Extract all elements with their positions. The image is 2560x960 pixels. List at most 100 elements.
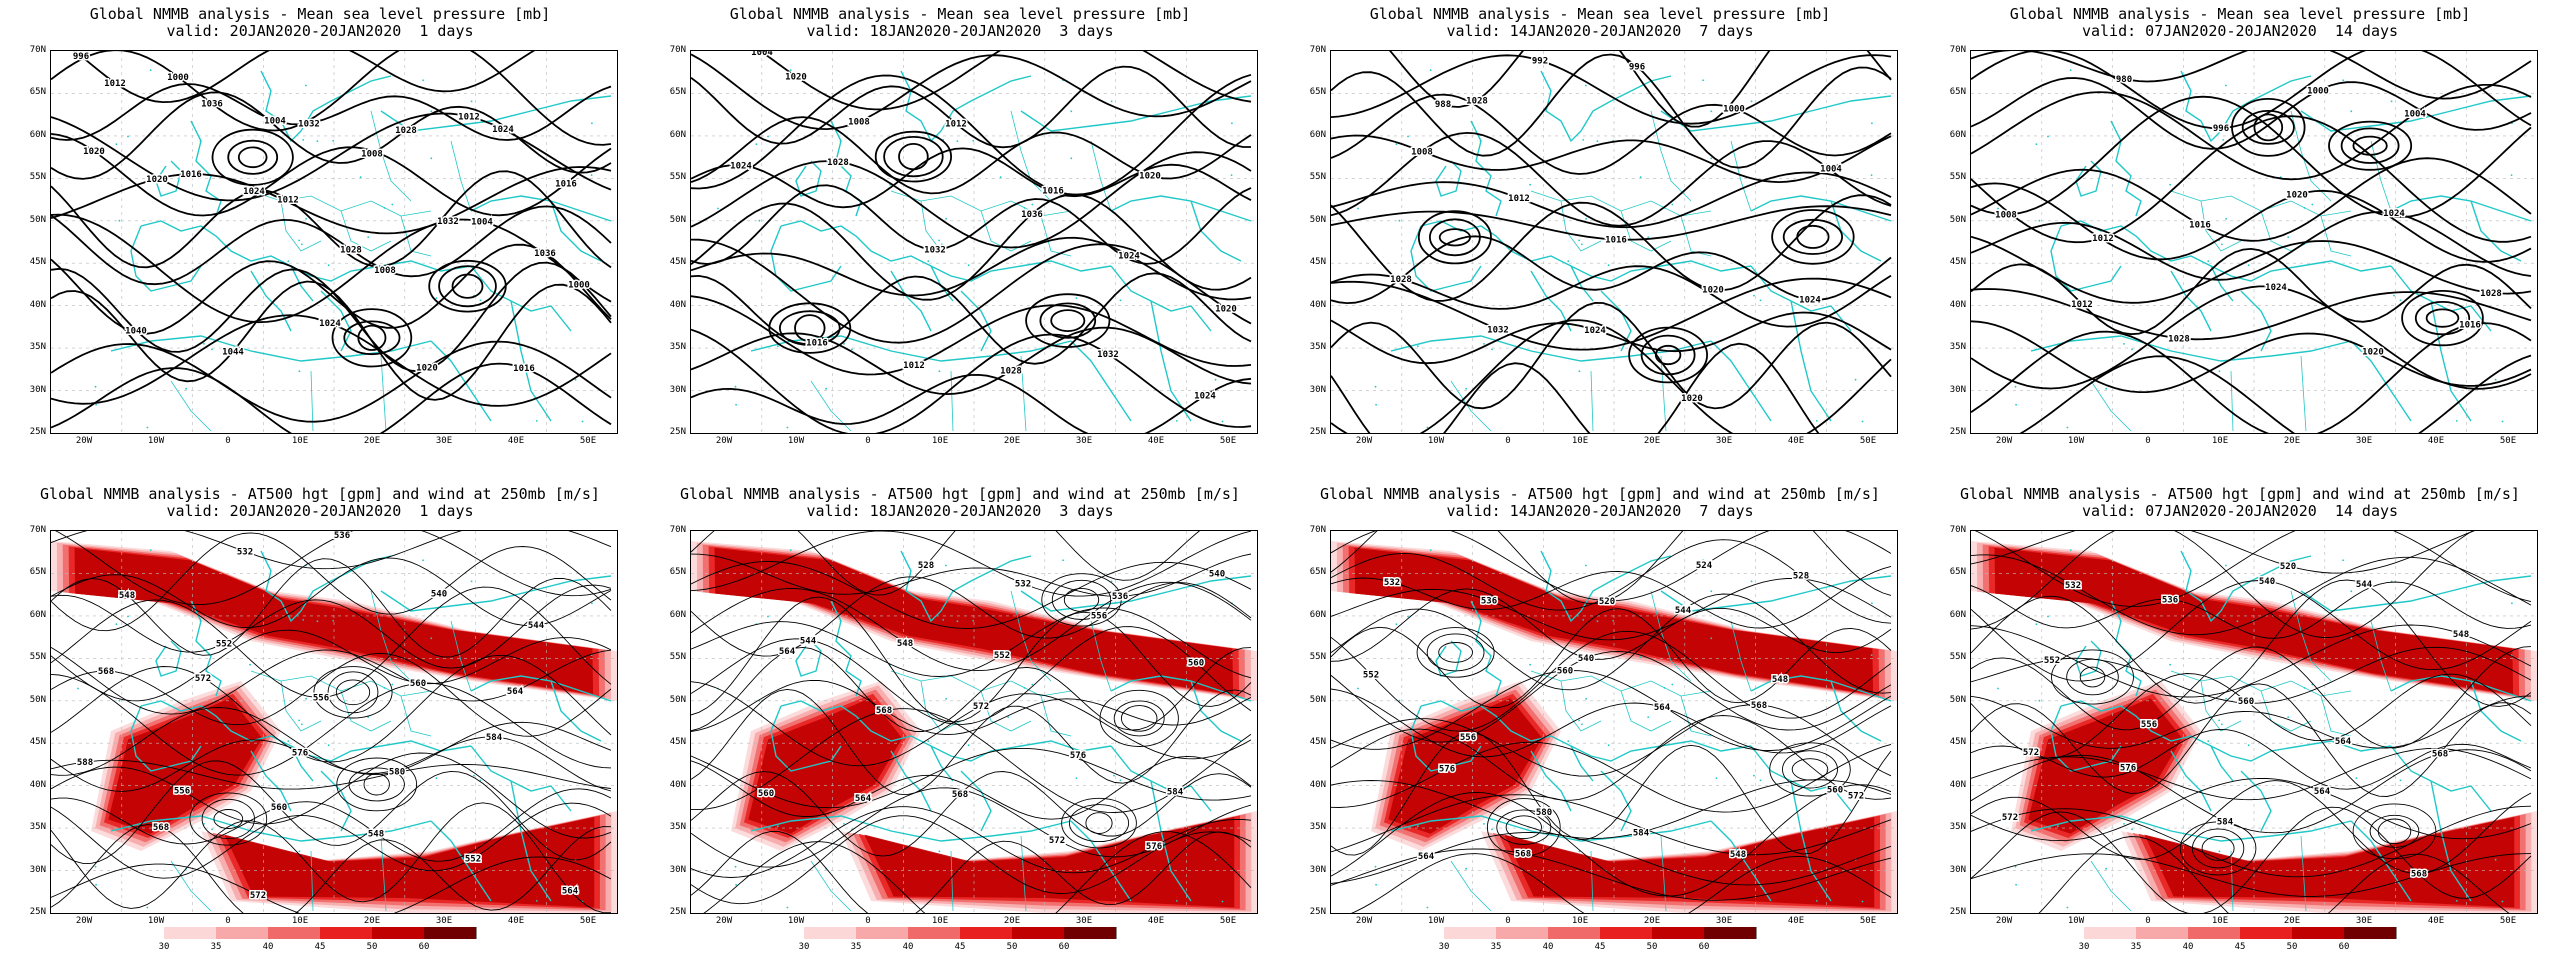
contour-label: 1028 — [1390, 275, 1412, 285]
contour-line — [1971, 683, 2532, 797]
coast-dot — [2038, 219, 2041, 222]
lon-label: 20E — [2283, 916, 2301, 926]
contour-label: 1032 — [437, 217, 459, 227]
coast-dot — [2131, 828, 2133, 831]
coast-dot — [1870, 174, 1873, 176]
contour-label: 560 — [1557, 667, 1573, 677]
coast-dot — [1612, 619, 1615, 622]
lat-label: 40N — [1949, 299, 1966, 310]
coast-dot — [2047, 615, 2049, 618]
lon-label: 0 — [2145, 916, 2151, 926]
coast-dot — [839, 140, 842, 143]
closed-contour — [898, 143, 929, 171]
coast-dot — [734, 385, 737, 388]
contour-line — [1331, 784, 1892, 897]
coast-dot — [391, 203, 394, 206]
coast-dot — [2047, 135, 2049, 138]
closed-contour — [237, 146, 268, 169]
coast-dot — [298, 850, 301, 853]
map-panel: Global NMMB analysis - Mean sea level pr… — [1920, 0, 2560, 480]
lon-label: 40E — [507, 916, 525, 926]
coastline — [430, 820, 492, 902]
contour-line — [1971, 646, 2532, 749]
contour-label: 1020 — [1139, 172, 1161, 182]
coastline — [1750, 675, 1892, 702]
lat-label: 25N — [1949, 907, 1966, 917]
country-border — [2090, 380, 2132, 432]
lat-label: 35N — [29, 822, 46, 833]
contour-label: 1044 — [222, 348, 244, 358]
coast-dot — [843, 823, 845, 825]
contour-line — [51, 166, 612, 235]
coast-dot — [301, 243, 303, 246]
colorbar-segment — [2032, 927, 2085, 939]
coast-dot — [1750, 580, 1753, 583]
contour-line — [1971, 51, 2532, 100]
contour-label: 520 — [1599, 597, 1615, 607]
coastline — [1435, 640, 1462, 677]
lon-label: 20W — [1355, 436, 1373, 446]
coast-dot — [1997, 207, 1999, 210]
lat-label: 35N — [1309, 342, 1326, 353]
coast-dot — [1426, 426, 1429, 429]
coastline — [1540, 550, 1672, 623]
coast-dot — [2207, 740, 2210, 743]
coast-dot — [2207, 260, 2210, 263]
coast-dot — [287, 740, 290, 743]
colorbar-segment — [908, 927, 961, 939]
coast-dot — [1483, 343, 1485, 345]
contour-label: 1016 — [513, 364, 535, 374]
colorbar-label: 30 — [2078, 942, 2090, 952]
contour-label: 532 — [237, 548, 253, 558]
coast-dot — [479, 299, 482, 302]
lon-label: 20W — [1995, 436, 2013, 446]
contour-line — [691, 747, 1252, 809]
coast-dot — [1231, 122, 1233, 125]
contour-line — [691, 815, 1252, 905]
contour-line — [1331, 301, 1892, 410]
contour-line — [1971, 579, 2532, 707]
coast-dot — [2105, 867, 2107, 870]
coastline — [2390, 265, 2492, 332]
coast-dot — [430, 157, 433, 160]
panel-title-line: Global NMMB analysis - Mean sea level pr… — [1369, 5, 1831, 23]
contour-line — [1331, 630, 1892, 732]
coast-dot — [118, 699, 121, 702]
country-border — [950, 850, 954, 912]
closed-contour — [438, 265, 497, 308]
contour-label: 520 — [2280, 562, 2296, 572]
contour-line — [1331, 531, 1892, 602]
contour-line — [1331, 593, 1892, 694]
contour-label: 996 — [1629, 62, 1645, 72]
lat-label: 40N — [29, 299, 46, 310]
contour-line — [1971, 247, 2532, 336]
contour-line — [51, 824, 612, 913]
coast-dot — [1479, 620, 1482, 623]
colorbar-segment — [164, 927, 217, 939]
colorbar-segment — [752, 927, 805, 939]
coast-dot — [2066, 906, 2069, 909]
coast-dot — [302, 619, 305, 621]
country-border — [1450, 380, 1492, 432]
contour-line — [1331, 832, 1892, 886]
lat-label: 35N — [1309, 822, 1326, 833]
contour-line — [51, 673, 612, 776]
lon-label: 20W — [1355, 916, 1373, 926]
coast-dot — [1375, 883, 1377, 886]
country-border — [310, 850, 314, 912]
contour-label: 580 — [389, 767, 405, 777]
coast-dot — [1753, 294, 1755, 297]
colorbar-segment — [424, 927, 477, 939]
coast-dot — [316, 620, 319, 623]
colorbar-segment — [2240, 927, 2293, 939]
lat-label: 25N — [29, 907, 46, 917]
colorbar-label: 30 — [158, 942, 170, 952]
coastline — [750, 335, 1072, 362]
coast-dot — [2501, 900, 2504, 903]
contour-label: 1032 — [1097, 350, 1119, 360]
coast-dot — [118, 219, 121, 222]
country-border — [2200, 680, 2242, 732]
closed-contour — [1085, 812, 1113, 834]
country-border — [1660, 355, 1667, 432]
contour-label: 540 — [1209, 569, 1225, 579]
